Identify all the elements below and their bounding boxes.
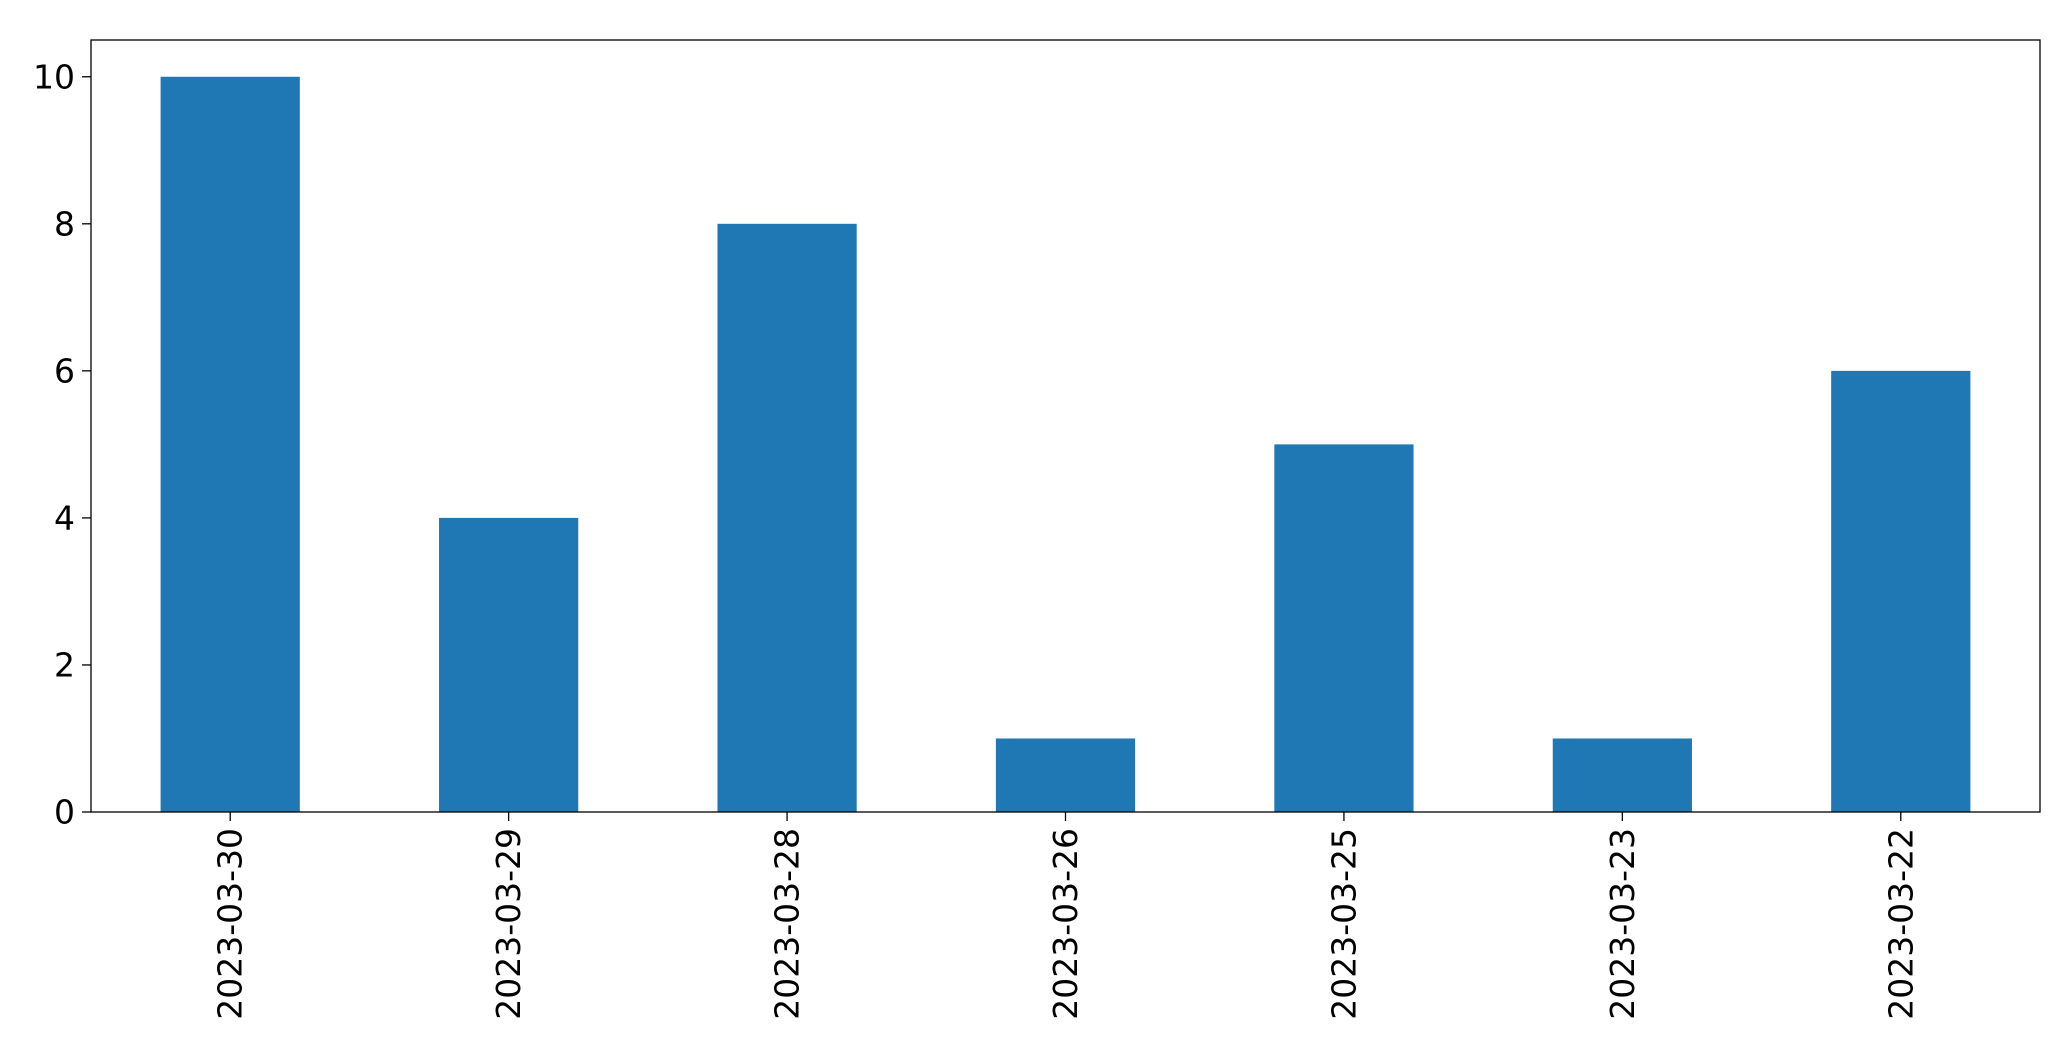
y-tick-label: 0 — [54, 793, 75, 832]
bar-2023-03-23 — [1552, 738, 1692, 812]
bar-2023-03-26 — [995, 738, 1136, 812]
y-tick-label: 4 — [54, 498, 75, 537]
bar-2023-03-28 — [717, 223, 857, 813]
x-tick-label: 2023-03-28 — [768, 828, 807, 1020]
x-tick-label: 2023-03-25 — [1324, 828, 1363, 1020]
x-tick-label: 2023-03-23 — [1603, 828, 1642, 1020]
bar-2023-03-29 — [439, 517, 579, 812]
y-tick-label: 6 — [54, 351, 75, 390]
plot-frame — [90, 39, 2041, 813]
x-axis: 2023-03-30 2023-03-29 2023-03-28 2023-03-26… — [211, 812, 1920, 1020]
y-tick-label: 10 — [33, 57, 75, 96]
bars-group — [160, 76, 1971, 813]
y-tick-label: 8 — [54, 204, 75, 243]
y-tick-label: 2 — [54, 645, 75, 684]
y-axis: 0 2 4 6 8 10 — [33, 57, 91, 832]
bar-2023-03-22 — [1831, 370, 1971, 812]
bar-2023-03-30 — [160, 76, 300, 812]
x-tick-label: 2023-03-29 — [489, 828, 528, 1020]
x-tick-label: 2023-03-26 — [1046, 828, 1085, 1020]
x-tick-label: 2023-03-22 — [1881, 828, 1920, 1020]
bar-2023-03-25 — [1274, 444, 1414, 812]
x-tick-label: 2023-03-30 — [211, 828, 250, 1020]
